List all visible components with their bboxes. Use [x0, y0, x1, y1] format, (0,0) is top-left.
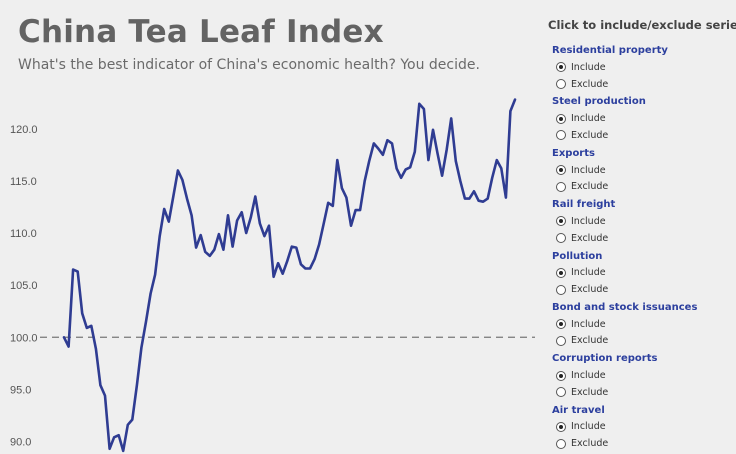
- exclude-label: Exclude: [571, 232, 609, 244]
- exclude-radio-pollution[interactable]: [556, 284, 566, 295]
- series-group-steel-production: Steel production Include Exclude: [552, 93, 736, 143]
- series-name-bond-and-stock-issuances: Bond and stock issuances: [552, 301, 698, 313]
- index-line-chart: 90.0 95.0 100.0 105.0 110.0 115.0 120.0: [10, 98, 535, 453]
- exclude-radio-exports[interactable]: [556, 181, 566, 192]
- include-radio-rail-freight[interactable]: [556, 216, 566, 227]
- exclude-label: Exclude: [571, 438, 609, 450]
- exclude-option-residential-property[interactable]: Exclude: [556, 76, 736, 93]
- series-name-pollution: Pollution: [552, 250, 603, 262]
- include-radio-residential-property[interactable]: [556, 62, 566, 73]
- series-name-corruption-reports: Corruption reports: [552, 353, 658, 365]
- index-line: [62, 98, 517, 453]
- exclude-label: Exclude: [571, 335, 609, 347]
- exclude-radio-corruption-reports[interactable]: [556, 387, 566, 398]
- include-label: Include: [571, 267, 606, 279]
- include-label: Include: [571, 113, 606, 125]
- include-option-rail-freight[interactable]: Include: [556, 213, 736, 230]
- include-option-residential-property[interactable]: Include: [556, 59, 736, 76]
- y-tick-label: 110.0: [10, 228, 37, 240]
- series-selector-heading: Click to include/exclude series: [548, 18, 736, 32]
- exclude-label: Exclude: [571, 181, 609, 193]
- include-label: Include: [571, 164, 606, 176]
- series-name-exports: Exports: [552, 147, 595, 159]
- include-label: Include: [571, 370, 606, 382]
- series-list: Residential property Include Exclude Steel …: [548, 42, 736, 452]
- exclude-radio-air-travel[interactable]: [556, 438, 566, 449]
- series-name-rail-freight: Rail freight: [552, 199, 616, 211]
- series-group-pollution: Pollution Include Exclude: [552, 248, 736, 298]
- exclude-radio-rail-freight[interactable]: [556, 233, 566, 244]
- include-radio-air-travel[interactable]: [556, 421, 566, 432]
- include-radio-exports[interactable]: [556, 165, 566, 176]
- exclude-option-corruption-reports[interactable]: Exclude: [556, 384, 736, 401]
- include-radio-corruption-reports[interactable]: [556, 370, 566, 381]
- y-tick-label: 115.0: [10, 176, 37, 188]
- exclude-label: Exclude: [571, 129, 609, 141]
- include-option-pollution[interactable]: Include: [556, 265, 736, 282]
- y-tick-label: 100.0: [10, 332, 38, 344]
- include-option-air-travel[interactable]: Include: [556, 419, 736, 436]
- exclude-label: Exclude: [571, 284, 609, 296]
- include-option-steel-production[interactable]: Include: [556, 110, 736, 127]
- exclude-option-exports[interactable]: Exclude: [556, 178, 736, 195]
- include-option-bond-and-stock-issuances[interactable]: Include: [556, 316, 736, 333]
- series-selector-panel: Click to include/exclude series Resident…: [548, 18, 736, 453]
- series-name-air-travel: Air travel: [552, 404, 605, 416]
- include-label: Include: [571, 318, 606, 330]
- series-group-exports: Exports Include Exclude: [552, 145, 736, 195]
- exclude-option-steel-production[interactable]: Exclude: [556, 127, 736, 144]
- include-option-corruption-reports[interactable]: Include: [556, 367, 736, 384]
- include-label: Include: [571, 61, 606, 73]
- include-label: Include: [571, 421, 606, 433]
- series-group-air-travel: Air travel Include Exclude: [552, 402, 736, 452]
- y-tick-label: 105.0: [10, 280, 38, 292]
- y-tick-label: 90.0: [10, 436, 31, 448]
- exclude-option-rail-freight[interactable]: Exclude: [556, 230, 736, 247]
- include-label: Include: [571, 215, 606, 227]
- y-tick-label: 95.0: [10, 384, 31, 396]
- series-name-steel-production: Steel production: [552, 96, 646, 108]
- exclude-radio-residential-property[interactable]: [556, 79, 566, 90]
- include-radio-steel-production[interactable]: [556, 113, 566, 124]
- exclude-radio-bond-and-stock-issuances[interactable]: [556, 335, 566, 346]
- series-group-corruption-reports: Corruption reports Include Exclude: [552, 350, 736, 400]
- exclude-option-air-travel[interactable]: Exclude: [556, 435, 736, 452]
- include-radio-bond-and-stock-issuances[interactable]: [556, 319, 566, 330]
- exclude-option-pollution[interactable]: Exclude: [556, 281, 736, 298]
- y-tick-label: 120.0: [10, 124, 38, 136]
- series-group-rail-freight: Rail freight Include Exclude: [552, 196, 736, 246]
- include-option-exports[interactable]: Include: [556, 162, 736, 179]
- exclude-label: Exclude: [571, 386, 609, 398]
- series-group-residential-property: Residential property Include Exclude: [552, 42, 736, 92]
- page-title: China Tea Leaf Index: [18, 14, 384, 50]
- include-radio-pollution[interactable]: [556, 267, 566, 278]
- exclude-option-bond-and-stock-issuances[interactable]: Exclude: [556, 333, 736, 350]
- exclude-label: Exclude: [571, 78, 609, 90]
- series-name-residential-property: Residential property: [552, 45, 668, 56]
- y-axis: 90.0 95.0 100.0 105.0 110.0 115.0 120.0: [10, 124, 38, 449]
- exclude-radio-steel-production[interactable]: [556, 130, 566, 141]
- page-subtitle: What's the best indicator of China's eco…: [18, 57, 480, 73]
- series-group-bond-and-stock-issuances: Bond and stock issuances Include Exclude: [552, 299, 736, 349]
